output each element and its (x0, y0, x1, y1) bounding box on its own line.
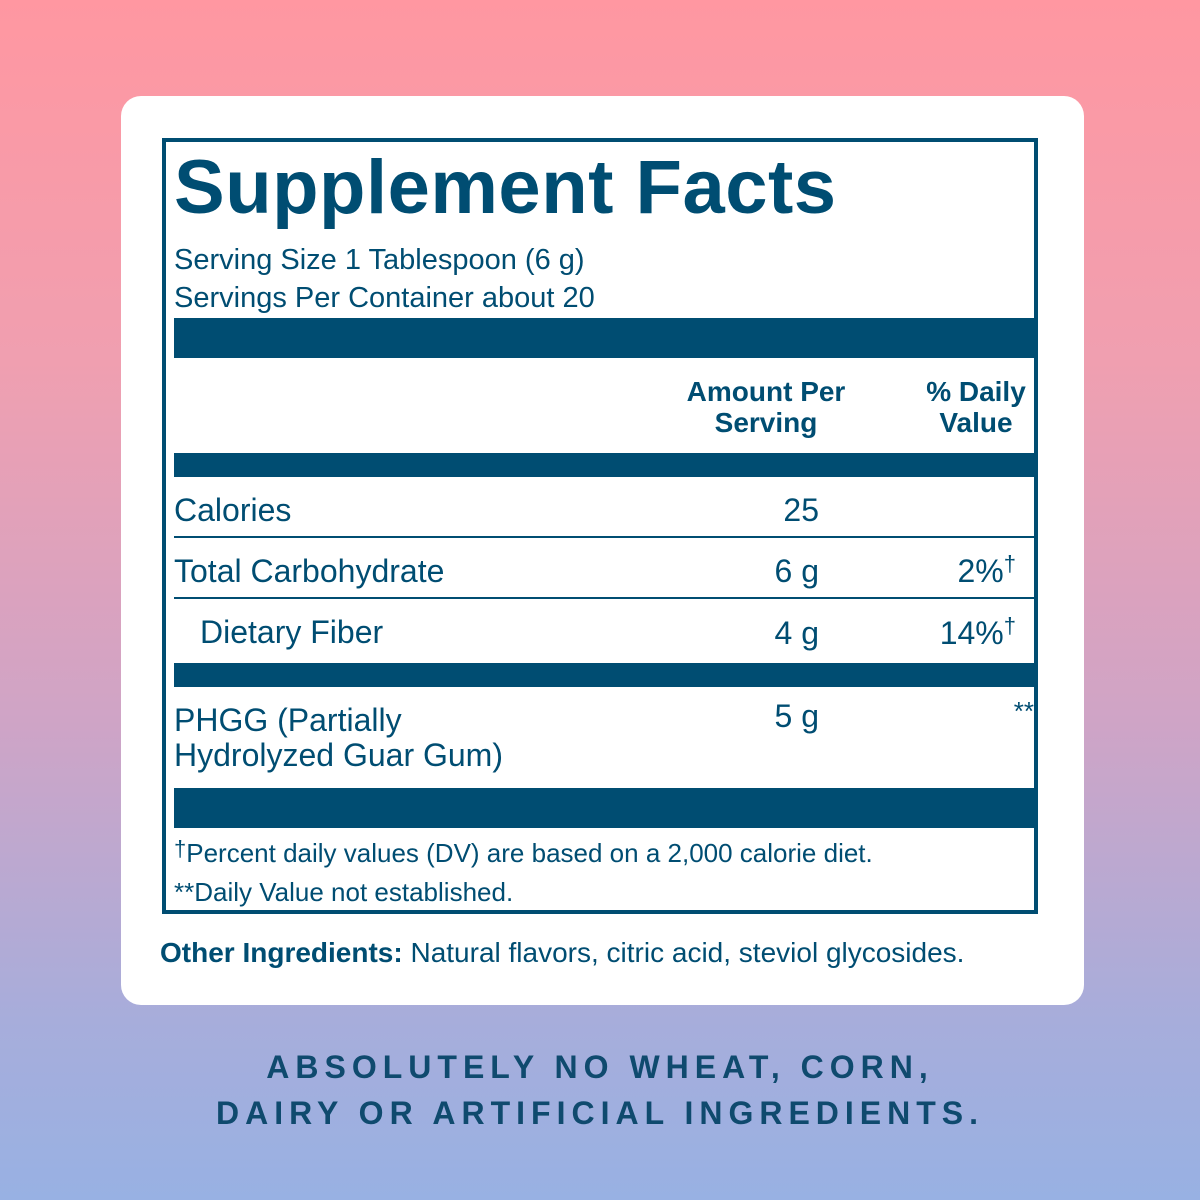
other-ingredients-label: Other Ingredients: (160, 937, 403, 968)
dagger-mark: † (1003, 551, 1016, 576)
claim-line1: ABSOLUTELY NO WHEAT, CORN, (266, 1049, 934, 1085)
thick-divider (174, 788, 1034, 828)
row-total-carb-name: Total Carbohydrate (174, 553, 445, 589)
dagger-mark: † (1003, 613, 1016, 638)
claim-line2: DAIRY OR ARTIFICIAL INGREDIENTS. (215, 1095, 985, 1131)
other-ingredients-text: Natural flavors, citric acid, steviol gl… (410, 937, 965, 968)
header-amount-line1: Amount Per (686, 376, 846, 407)
row-dietary-fiber-name: Dietary Fiber (200, 614, 384, 650)
row-phgg-dv: ** (1013, 696, 1034, 726)
supplement-facts-panel: Supplement Facts Serving Size 1 Tablespo… (162, 138, 1038, 914)
thick-divider (174, 453, 1034, 477)
row-dietary-fiber-dv: 14%† (939, 613, 1016, 651)
header-amount-line2: Serving (714, 407, 818, 438)
row-phgg-amount: 5 g (774, 698, 819, 734)
row-divider (174, 536, 1034, 538)
panel-title: Supplement Facts (174, 145, 837, 230)
thick-divider (174, 663, 1034, 687)
servings-per-container: Servings Per Container about 20 (174, 282, 595, 314)
label-card: Supplement Facts Serving Size 1 Tablespo… (121, 96, 1084, 1005)
dagger-mark: † (174, 836, 187, 861)
other-ingredients: Other Ingredients: Natural flavors, citr… (160, 939, 964, 967)
row-divider (174, 597, 1034, 599)
row-phgg-name-line1: PHGG (Partially (174, 702, 402, 738)
row-total-carb-amount: 6 g (774, 553, 819, 589)
header-amount-per-serving: Amount Per Serving (666, 376, 866, 438)
row-phgg-name-line2: Hydrolyzed Guar Gum) (174, 737, 503, 773)
header-daily-value: % Daily Value (914, 376, 1038, 438)
row-dietary-fiber-amount: 4 g (774, 615, 819, 651)
row-calories-amount: 25 (783, 492, 819, 528)
footnote-not-established: **Daily Value not established. (174, 877, 514, 907)
serving-size: Serving Size 1 Tablespoon (6 g) (174, 244, 585, 276)
row-calories-name: Calories (174, 492, 292, 528)
header-dv-line2: Value (939, 407, 1013, 438)
header-dv-line1: % Daily (926, 376, 1026, 407)
thick-divider (174, 318, 1034, 358)
footnote-dv: †Percent daily values (DV) are based on … (174, 836, 873, 868)
row-total-carb-dv: 2%† (957, 551, 1017, 589)
